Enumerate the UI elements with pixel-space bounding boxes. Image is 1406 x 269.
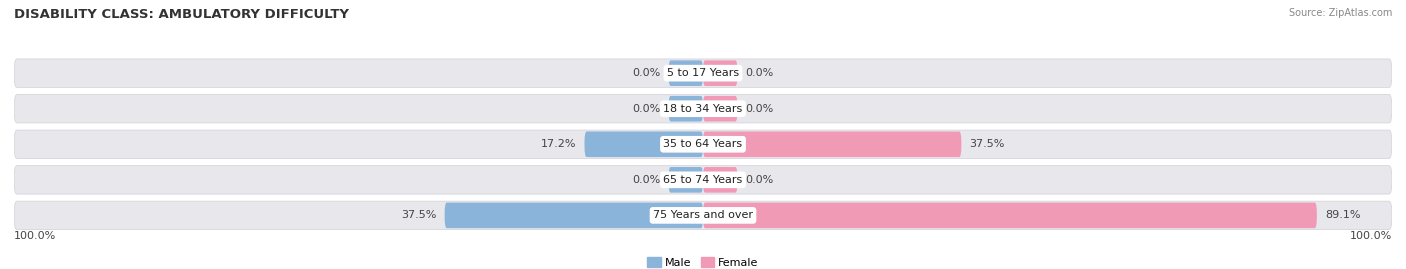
FancyBboxPatch shape xyxy=(669,167,703,193)
FancyBboxPatch shape xyxy=(703,60,738,86)
FancyBboxPatch shape xyxy=(14,94,1392,123)
FancyBboxPatch shape xyxy=(703,96,738,122)
FancyBboxPatch shape xyxy=(585,132,703,157)
Text: 100.0%: 100.0% xyxy=(14,231,56,241)
Text: 0.0%: 0.0% xyxy=(633,104,661,114)
Text: 65 to 74 Years: 65 to 74 Years xyxy=(664,175,742,185)
Text: 0.0%: 0.0% xyxy=(745,104,773,114)
Text: 0.0%: 0.0% xyxy=(745,175,773,185)
Text: 75 Years and over: 75 Years and over xyxy=(652,210,754,220)
FancyBboxPatch shape xyxy=(669,60,703,86)
FancyBboxPatch shape xyxy=(14,59,1392,87)
Text: 5 to 17 Years: 5 to 17 Years xyxy=(666,68,740,78)
Text: 0.0%: 0.0% xyxy=(633,68,661,78)
Text: DISABILITY CLASS: AMBULATORY DIFFICULTY: DISABILITY CLASS: AMBULATORY DIFFICULTY xyxy=(14,8,349,21)
FancyBboxPatch shape xyxy=(669,96,703,122)
Text: 0.0%: 0.0% xyxy=(633,175,661,185)
Text: 0.0%: 0.0% xyxy=(745,68,773,78)
FancyBboxPatch shape xyxy=(14,130,1392,158)
FancyBboxPatch shape xyxy=(703,203,1317,228)
FancyBboxPatch shape xyxy=(703,167,738,193)
Text: 100.0%: 100.0% xyxy=(1350,231,1392,241)
Text: Source: ZipAtlas.com: Source: ZipAtlas.com xyxy=(1288,8,1392,18)
Text: 17.2%: 17.2% xyxy=(541,139,576,149)
Text: 89.1%: 89.1% xyxy=(1324,210,1361,220)
FancyBboxPatch shape xyxy=(703,132,962,157)
FancyBboxPatch shape xyxy=(14,166,1392,194)
Text: 37.5%: 37.5% xyxy=(401,210,436,220)
Text: 18 to 34 Years: 18 to 34 Years xyxy=(664,104,742,114)
FancyBboxPatch shape xyxy=(14,201,1392,230)
Legend: Male, Female: Male, Female xyxy=(647,257,759,268)
FancyBboxPatch shape xyxy=(444,203,703,228)
Text: 37.5%: 37.5% xyxy=(970,139,1005,149)
Text: 35 to 64 Years: 35 to 64 Years xyxy=(664,139,742,149)
